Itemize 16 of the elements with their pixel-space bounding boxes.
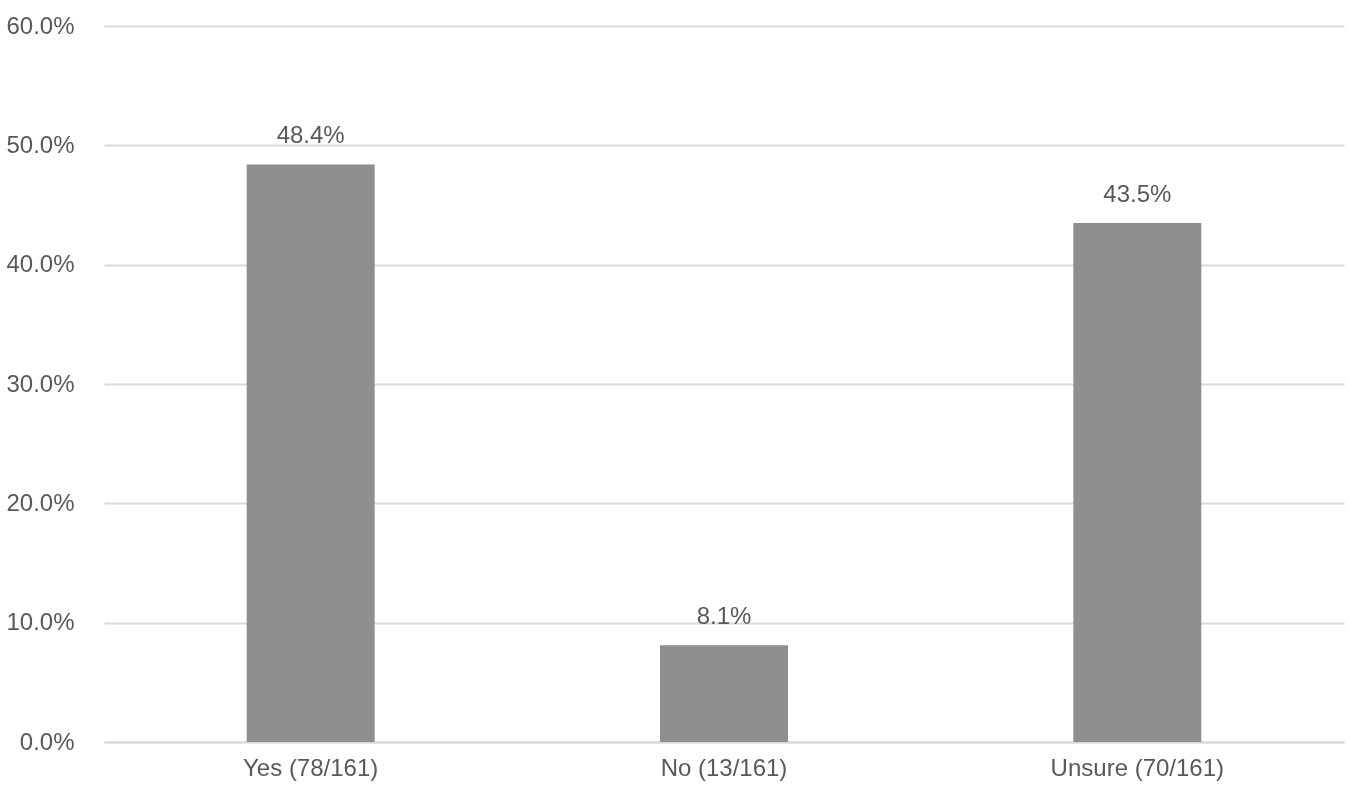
bar (660, 645, 788, 742)
x-tick-label: Yes (78/161) (243, 753, 379, 781)
y-tick-label: 40.0% (6, 250, 75, 278)
y-tick-label: 50.0% (6, 130, 75, 158)
x-tick-label: Unsure (70/161) (1050, 753, 1225, 781)
bar (246, 164, 375, 742)
data-label: 8.1% (696, 602, 752, 630)
data-label: 43.5% (1103, 179, 1172, 207)
bar (1073, 222, 1202, 742)
y-tick-label: 60.0% (6, 11, 75, 39)
y-tick-label: 20.0% (6, 488, 75, 516)
data-label: 48.4% (276, 121, 345, 149)
y-tick-label: 0.0% (19, 727, 75, 755)
x-tick-label: No (13/161) (660, 753, 788, 781)
y-tick-label: 30.0% (6, 369, 75, 397)
y-tick-label: 10.0% (6, 608, 75, 636)
